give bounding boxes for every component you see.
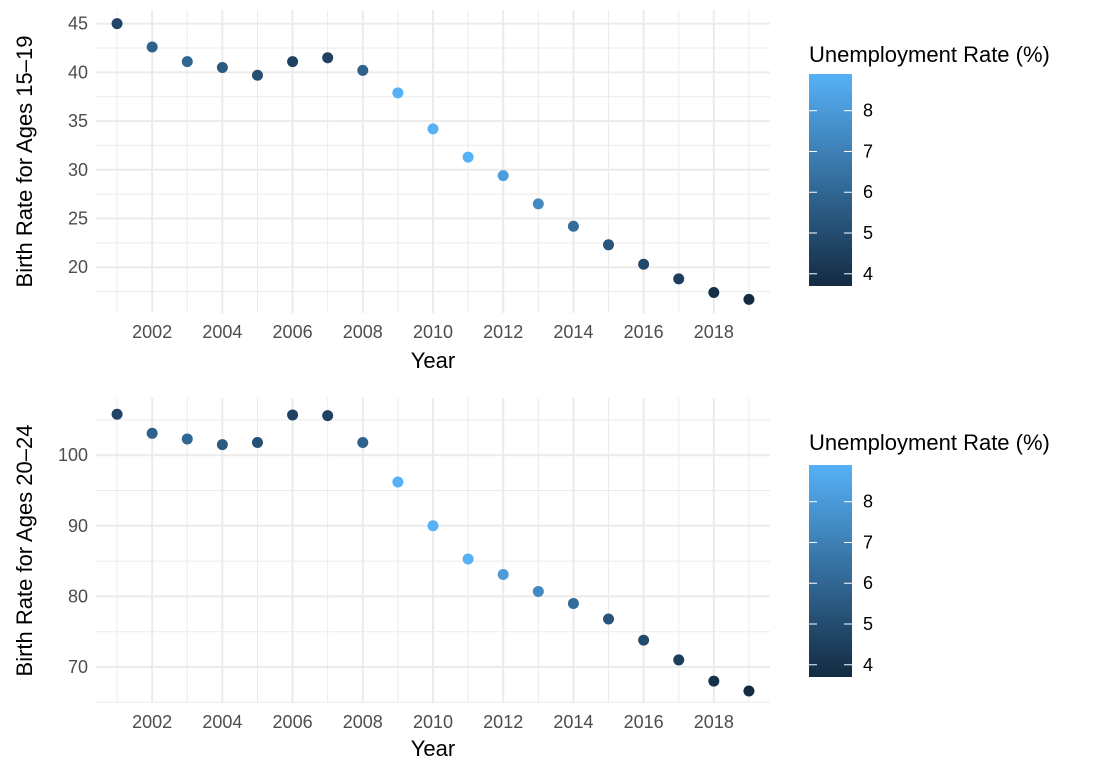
- x-tick-label: 2008: [343, 712, 383, 732]
- data-point: [427, 520, 439, 532]
- data-point: [427, 123, 439, 135]
- data-point: [181, 56, 193, 68]
- data-point: [708, 287, 720, 299]
- x-tick-label: 2008: [343, 322, 383, 342]
- y-tick-label: 20: [68, 257, 88, 277]
- y-tick-label: 45: [68, 14, 88, 34]
- chart-panel-1: 2002 2004 2006 2008 2010 2012 2014 2016 2018 20 25…: [12, 10, 1050, 373]
- data-point: [111, 18, 123, 30]
- chart-panel-2: 2002 2004 2006 2008 2010 2012 2014 2016 2018 70 80…: [12, 398, 1050, 761]
- data-point: [146, 41, 158, 53]
- data-point: [251, 436, 263, 448]
- x-tick-label: 2016: [624, 712, 664, 732]
- legend-title: Unemployment Rate (%): [809, 430, 1050, 455]
- data-point: [146, 427, 158, 439]
- data-point: [603, 613, 615, 625]
- data-point: [532, 585, 544, 597]
- data-point: [322, 52, 334, 64]
- colorbar-tick-label: 7: [863, 532, 873, 552]
- x-tick-label: 2006: [273, 322, 313, 342]
- colorbar-tick-label: 8: [863, 492, 873, 512]
- colorbar: [809, 465, 852, 677]
- data-point: [673, 654, 685, 666]
- data-point: [567, 220, 579, 232]
- y-axis-title: Birth Rate for Ages 20–24: [12, 425, 37, 677]
- data-point: [392, 476, 404, 488]
- y-tick-label: 100: [58, 445, 88, 465]
- data-point: [462, 553, 474, 565]
- y-tick-label: 90: [68, 516, 88, 536]
- x-tick-label: 2002: [132, 712, 172, 732]
- x-tick-label: 2010: [413, 712, 453, 732]
- x-tick-label: 2014: [553, 712, 593, 732]
- y-tick-label: 70: [68, 657, 88, 677]
- data-point: [743, 293, 755, 305]
- data-point: [287, 409, 299, 421]
- data-point: [181, 433, 193, 445]
- y-tick-label: 30: [68, 160, 88, 180]
- data-point: [462, 151, 474, 163]
- x-tick-label: 2010: [413, 322, 453, 342]
- data-point: [357, 436, 369, 448]
- data-point: [567, 597, 579, 609]
- x-tick-label: 2004: [202, 712, 242, 732]
- data-point: [638, 258, 650, 270]
- colorbar-tick-label: 7: [863, 141, 873, 161]
- x-tick-label: 2012: [483, 322, 523, 342]
- data-point: [638, 634, 650, 646]
- data-point: [743, 685, 755, 697]
- y-tick-label: 40: [68, 62, 88, 82]
- data-point: [251, 69, 263, 81]
- data-point: [497, 170, 509, 182]
- data-point: [497, 569, 509, 581]
- y-axis-title: Birth Rate for Ages 15–19: [12, 36, 37, 288]
- x-tick-label: 2016: [624, 322, 664, 342]
- data-point: [111, 408, 123, 420]
- colorbar-tick-label: 6: [863, 573, 873, 593]
- data-point: [392, 87, 404, 99]
- colorbar-tick-label: 5: [863, 614, 873, 634]
- colorbar-tick-label: 4: [863, 655, 873, 675]
- x-tick-label: 2002: [132, 322, 172, 342]
- x-tick-label: 2018: [694, 712, 734, 732]
- colorbar-tick-label: 4: [863, 264, 873, 284]
- data-point: [708, 675, 720, 687]
- data-point: [216, 61, 228, 73]
- colorbar-tick-label: 8: [863, 101, 873, 121]
- y-tick-label: 80: [68, 586, 88, 606]
- x-axis-title: Year: [411, 736, 455, 761]
- x-tick-label: 2012: [483, 712, 523, 732]
- data-point: [322, 410, 334, 422]
- x-axis-title: Year: [411, 348, 455, 373]
- x-tick-label: 2006: [273, 712, 313, 732]
- legend-title: Unemployment Rate (%): [809, 42, 1050, 67]
- data-point: [673, 273, 685, 285]
- colorbar: [809, 74, 852, 286]
- x-tick-label: 2014: [553, 322, 593, 342]
- y-tick-label: 25: [68, 208, 88, 228]
- data-point: [357, 64, 369, 76]
- colorbar-tick-label: 5: [863, 223, 873, 243]
- x-tick-label: 2018: [694, 322, 734, 342]
- data-point: [287, 56, 299, 68]
- colorbar-tick-label: 6: [863, 182, 873, 202]
- x-tick-label: 2004: [202, 322, 242, 342]
- data-point: [216, 439, 228, 451]
- data-point: [532, 198, 544, 210]
- y-tick-label: 35: [68, 111, 88, 131]
- data-point: [603, 239, 615, 251]
